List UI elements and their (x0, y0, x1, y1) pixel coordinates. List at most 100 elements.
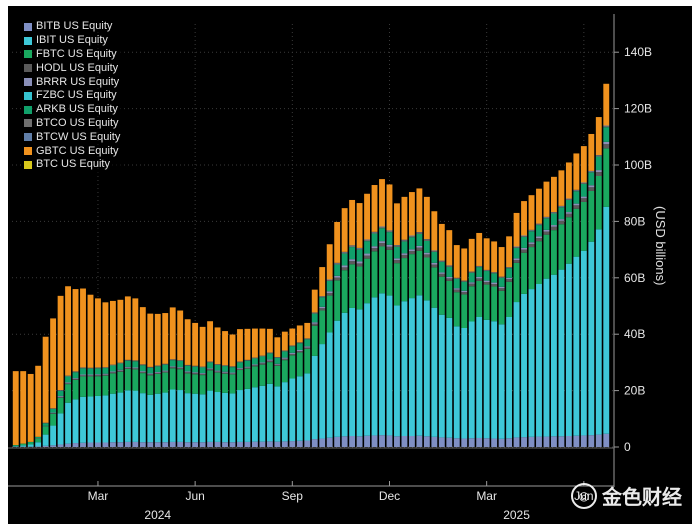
bar-7-43 (334, 263, 341, 265)
bar-7-73 (558, 206, 565, 208)
bar-1-15 (124, 390, 131, 442)
bar-1-63 (483, 319, 490, 439)
bar-2-5 (50, 413, 57, 426)
bar-2-15 (124, 368, 131, 391)
bar-7-26 (207, 361, 214, 363)
bar-1-33 (259, 385, 266, 442)
bar-6-46 (356, 249, 363, 262)
bar-4-19 (154, 371, 161, 373)
legend-swatch (24, 91, 32, 100)
bar-0-49 (379, 435, 385, 447)
bar-2-67 (513, 262, 520, 303)
bar-1-53 (408, 298, 415, 437)
bar-6-66 (506, 268, 513, 278)
bar-1-58 (446, 317, 453, 438)
bar-7-18 (147, 367, 154, 368)
bar-7-64 (491, 272, 498, 274)
bar-2-48 (371, 251, 378, 298)
bar-6-33 (259, 356, 266, 363)
bar-0-37 (289, 441, 296, 447)
bar-1-59 (453, 326, 460, 439)
bar-1-48 (371, 297, 378, 436)
bar-3-18 (147, 374, 154, 376)
bar-2-28 (222, 373, 228, 393)
bar-6-52 (401, 241, 408, 254)
bar-4-11 (95, 374, 101, 376)
bar-2-22 (177, 369, 184, 391)
bar-6-7 (65, 376, 71, 383)
bar-6-71 (543, 218, 550, 230)
bar-6-79 (603, 127, 610, 142)
bar-2-16 (132, 369, 139, 391)
bar-3-11 (95, 375, 101, 377)
bar-4-74 (565, 212, 572, 214)
bar-1-52 (401, 301, 408, 437)
bar-9-73 (558, 170, 565, 206)
bar-6-47 (364, 241, 370, 254)
bar-3-54 (416, 247, 423, 251)
bar-1-34 (266, 383, 273, 442)
bar-9-45 (349, 199, 356, 246)
bar-8-44 (341, 251, 348, 253)
bar-7-20 (162, 364, 169, 365)
bar-2-27 (214, 372, 221, 393)
bar-0-23 (184, 442, 191, 447)
bar-3-33 (259, 363, 266, 365)
legend-label: GBTC US Equity (36, 144, 119, 157)
bar-9-56 (431, 211, 438, 251)
bar-3-27 (214, 371, 221, 373)
bar-2-68 (521, 252, 527, 294)
bar-2-49 (379, 246, 385, 294)
bar-6-10 (87, 368, 94, 375)
bar-8-49 (379, 226, 385, 228)
legend-label: BTCW US Equity (36, 130, 121, 143)
bar-4-5 (50, 412, 57, 414)
bar-3-61 (468, 283, 475, 287)
bar-0-4 (42, 445, 49, 447)
bar-3-14 (117, 370, 124, 372)
bar-9-8 (72, 289, 79, 372)
bar-2-2 (27, 442, 34, 445)
bar-6-36 (281, 351, 288, 358)
bar-9-23 (184, 319, 191, 365)
bar-7-77 (588, 171, 595, 173)
legend-swatch (24, 36, 32, 45)
legend-item: BTCW US Equity (24, 130, 120, 144)
bar-3-31 (244, 367, 251, 369)
bar-3-57 (438, 273, 445, 277)
bar-8-77 (588, 170, 595, 172)
bar-0-36 (281, 441, 288, 447)
bar-3-68 (521, 249, 527, 253)
bar-8-71 (543, 216, 550, 218)
bar-9-29 (229, 334, 236, 367)
bar-1-75 (573, 256, 580, 436)
bar-4-66 (506, 277, 513, 280)
bar-6-12 (102, 368, 109, 374)
bar-4-41 (319, 306, 326, 309)
bar-7-39 (304, 338, 311, 340)
bar-7-54 (416, 232, 423, 234)
bar-6-14 (117, 363, 124, 370)
bar-0-79 (603, 433, 610, 447)
bar-3-41 (319, 308, 326, 311)
bar-0-26 (207, 441, 214, 447)
bar-0-69 (528, 436, 535, 447)
bar-9-48 (371, 185, 378, 232)
stacked-area-chart: 0 20B 40B 60B 80B 100B 120B 140B Mar Jun Sep Dec Mar… (8, 14, 652, 522)
bar-9-35 (274, 337, 281, 358)
bar-1-77 (588, 241, 595, 436)
bar-0-29 (229, 442, 236, 447)
bar-8-69 (528, 229, 535, 231)
bar-8-57 (438, 260, 445, 262)
bar-4-63 (483, 280, 490, 283)
bar-9-52 (401, 196, 408, 240)
bar-9-43 (334, 221, 341, 263)
bar-1-7 (65, 402, 71, 444)
bar-6-3 (35, 436, 42, 438)
bar-6-48 (371, 233, 378, 247)
bar-4-54 (416, 245, 423, 248)
bar-7-71 (543, 217, 550, 219)
bar-0-9 (80, 442, 86, 447)
bar-1-69 (528, 289, 535, 437)
bar-7-31 (244, 360, 251, 361)
